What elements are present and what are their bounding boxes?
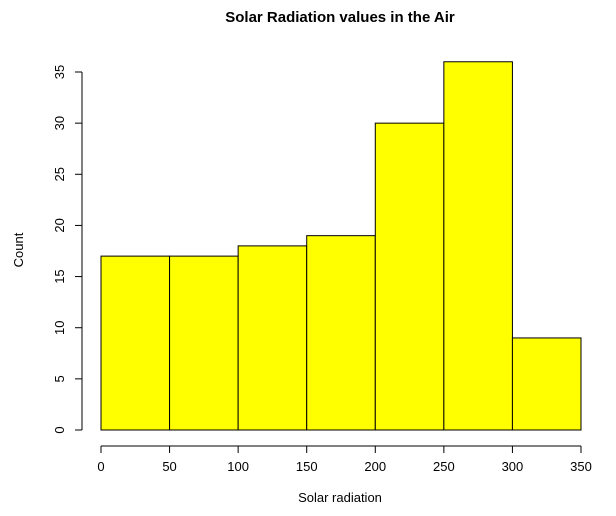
x-tick-label: 100 bbox=[227, 459, 249, 474]
x-tick-label: 200 bbox=[364, 459, 386, 474]
chart-title: Solar Radiation values in the Air bbox=[225, 9, 455, 26]
x-tick-label: 150 bbox=[296, 459, 318, 474]
y-tick-label: 10 bbox=[52, 320, 67, 334]
x-tick-label: 0 bbox=[97, 459, 104, 474]
x-tick-label: 350 bbox=[570, 459, 592, 474]
y-tick-label: 5 bbox=[52, 375, 67, 382]
y-tick-label: 35 bbox=[52, 65, 67, 79]
histogram-bar bbox=[443, 61, 513, 431]
y-tick-label: 15 bbox=[52, 269, 67, 283]
x-axis: 0 50 100 150 200 250 300 350 bbox=[97, 445, 592, 474]
histogram-bar bbox=[306, 235, 376, 431]
x-tick-label: 50 bbox=[162, 459, 176, 474]
y-tick-label: 20 bbox=[52, 218, 67, 232]
histogram-bar bbox=[169, 255, 239, 431]
x-tick-label: 300 bbox=[502, 459, 524, 474]
bars bbox=[100, 61, 582, 431]
y-axis-label: Count bbox=[11, 232, 26, 267]
histogram-bar bbox=[511, 337, 582, 431]
y-tick-label: 25 bbox=[52, 167, 67, 181]
histogram-bar bbox=[237, 245, 308, 431]
histogram-bar bbox=[374, 122, 445, 431]
y-tick-label: 0 bbox=[52, 426, 67, 433]
y-tick-label: 30 bbox=[52, 116, 67, 130]
y-axis: 0 5 10 15 20 25 30 35 bbox=[52, 65, 83, 434]
histogram-bar bbox=[100, 255, 171, 431]
x-tick-label: 250 bbox=[433, 459, 455, 474]
x-axis-label: Solar radiation bbox=[298, 490, 382, 505]
